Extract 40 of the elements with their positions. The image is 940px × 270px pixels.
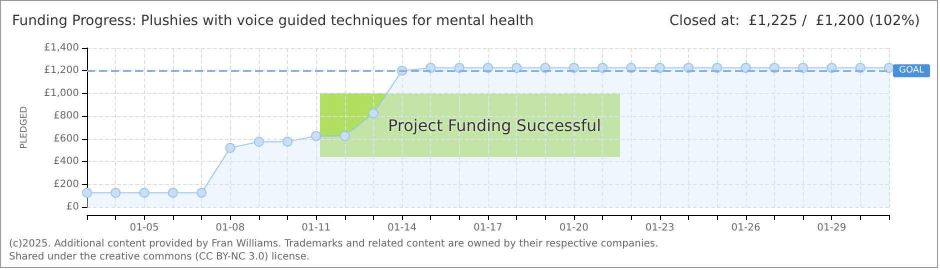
- y-tick-label: £600: [54, 133, 79, 144]
- point: [340, 131, 350, 142]
- x-tick-label: 01-23: [645, 222, 674, 234]
- point: [82, 188, 92, 198]
- point: [282, 136, 292, 147]
- annotation: Project Funding Successful: [388, 114, 602, 136]
- y-tick-label: £1,200: [44, 65, 79, 76]
- x-tick-label: 01-11: [302, 222, 331, 234]
- point: [168, 188, 178, 198]
- y-tick-label: £0: [66, 202, 79, 212]
- x-tick-label: 01-08: [216, 222, 245, 234]
- x-tick-label: 01-20: [559, 222, 588, 234]
- x-tick-label: 01-29: [817, 222, 846, 234]
- point: [598, 62, 608, 73]
- point: [254, 136, 264, 147]
- y-tick-label: £1,000: [44, 88, 79, 99]
- chart-title: Funding Progress: Plushies with voice guided techniques for mental health: [12, 13, 534, 29]
- point: [110, 188, 121, 198]
- y-tick-label: £1,400: [44, 42, 79, 54]
- y-axis-title: PLEDGED: [20, 106, 30, 149]
- point: [196, 188, 207, 198]
- y-tick-label: £800: [54, 110, 79, 122]
- point: [311, 131, 322, 142]
- x-tick-label: 01-26: [731, 222, 760, 234]
- text: Shared under the creative commons (CC BY-NC 3.0) license.: [9, 252, 310, 262]
- x-tick-label: 01-14: [388, 222, 417, 234]
- text: (c)2025. Additional content provided by Fran Williams. Trademarks and related content are owned by their respective companies.: [9, 238, 658, 250]
- point: [368, 108, 378, 118]
- point: [139, 188, 150, 198]
- point: [512, 62, 522, 73]
- x-tick-label: 01-05: [130, 222, 159, 234]
- point: [654, 62, 665, 73]
- point: [225, 142, 236, 153]
- x-tick-label: 01-17: [473, 222, 503, 234]
- point: [740, 62, 751, 73]
- y-tick-label: £400: [54, 156, 79, 168]
- y-tick-label: £200: [54, 178, 79, 190]
- chart-subtitle: Closed at: £1,225 / £1,200 (102%): [669, 13, 920, 29]
- ref-line-label: GOAL: [899, 66, 924, 76]
- point: [884, 62, 894, 73]
